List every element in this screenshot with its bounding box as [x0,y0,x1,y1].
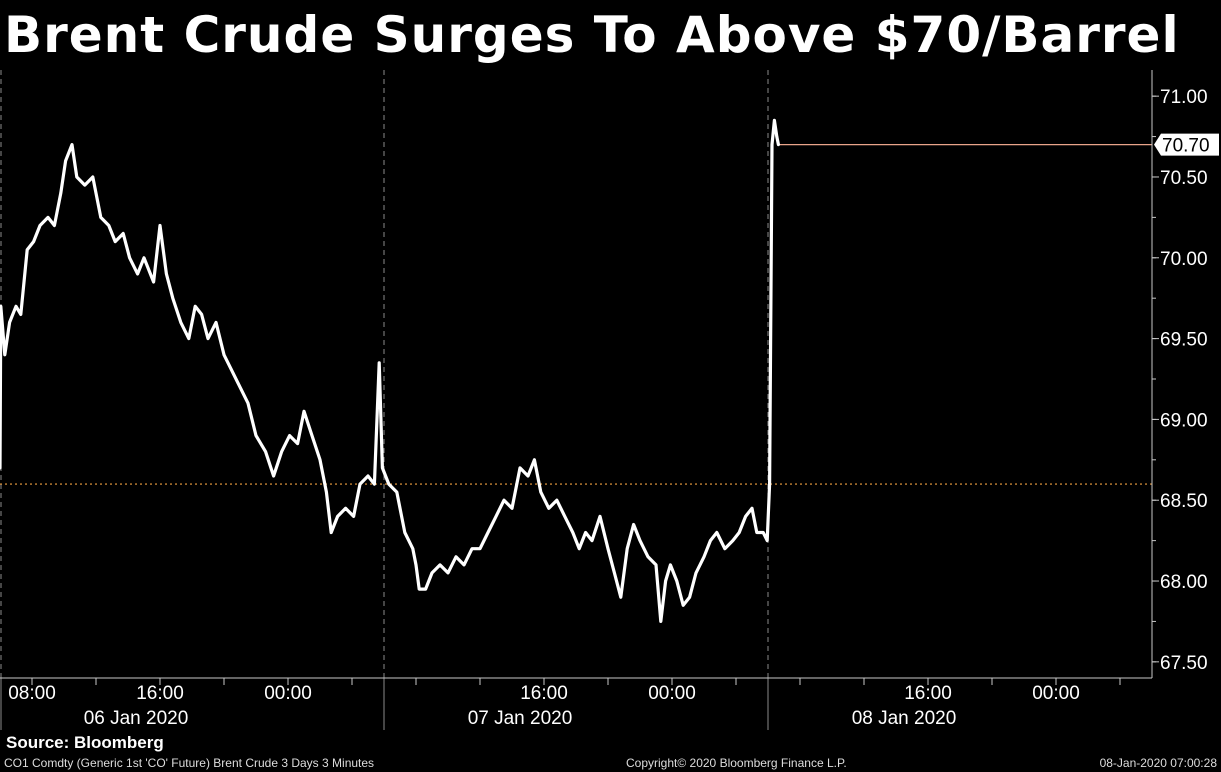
y-tick-label: 70.00 [1160,249,1208,270]
y-tick-label: 69.00 [1160,410,1208,431]
y-axis: 67.50 68.00 68.50 69.00 69.50 70.00 70.50 71.00 [1151,70,1208,678]
chart-timestamp: 08-Jan-2020 07:00:28 [1099,756,1217,770]
x-day-label: 08 Jan 2020 [852,708,957,729]
footer: CO1 Comdty (Generic 1st 'CO' Future) Bre… [0,756,1221,772]
y-tick-label: 68.00 [1160,572,1208,593]
page-title: Brent Crude Surges To Above $70/Barrel [4,6,1180,64]
x-tick-label: 16:00 [136,683,184,704]
source-label: Source: Bloomberg [6,733,164,752]
x-tick-label: 16:00 [904,683,952,704]
security-description: CO1 Comdty (Generic 1st 'CO' Future) Bre… [4,756,375,770]
last-price-badge: 70.70 [1154,133,1219,157]
y-tick-label: 67.50 [1160,653,1208,674]
x-tick-label: 00:00 [264,683,312,704]
copyright-notice: Copyright© 2020 Bloomberg Finance L.P. [626,756,847,770]
y-tick-label: 70.50 [1160,168,1208,189]
x-tick-label: 00:00 [648,683,696,704]
x-tick-label: 08:00 [8,683,56,704]
last-price-badge-shape [1154,133,1219,156]
day-separators [0,70,769,730]
y-tick-label: 69.50 [1160,330,1208,351]
price-line [0,118,780,623]
x-tick-label: 16:00 [520,683,568,704]
price-series [0,118,780,623]
x-day-label: 06 Jan 2020 [84,708,189,729]
price-chart: 67.50 68.00 68.50 69.00 69.50 70.00 70.50 71.00… [0,70,1219,730]
x-tick-label: 00:00 [1032,683,1080,704]
last-price-badge-label: 70.70 [1162,136,1210,157]
y-tick-label: 71.00 [1160,87,1208,108]
x-axis: 08:00 16:00 00:00 16:00 00:00 16:00 00:00 06 Ja… [0,677,1152,729]
x-day-label: 07 Jan 2020 [468,708,573,729]
y-tick-label: 68.50 [1160,491,1208,512]
